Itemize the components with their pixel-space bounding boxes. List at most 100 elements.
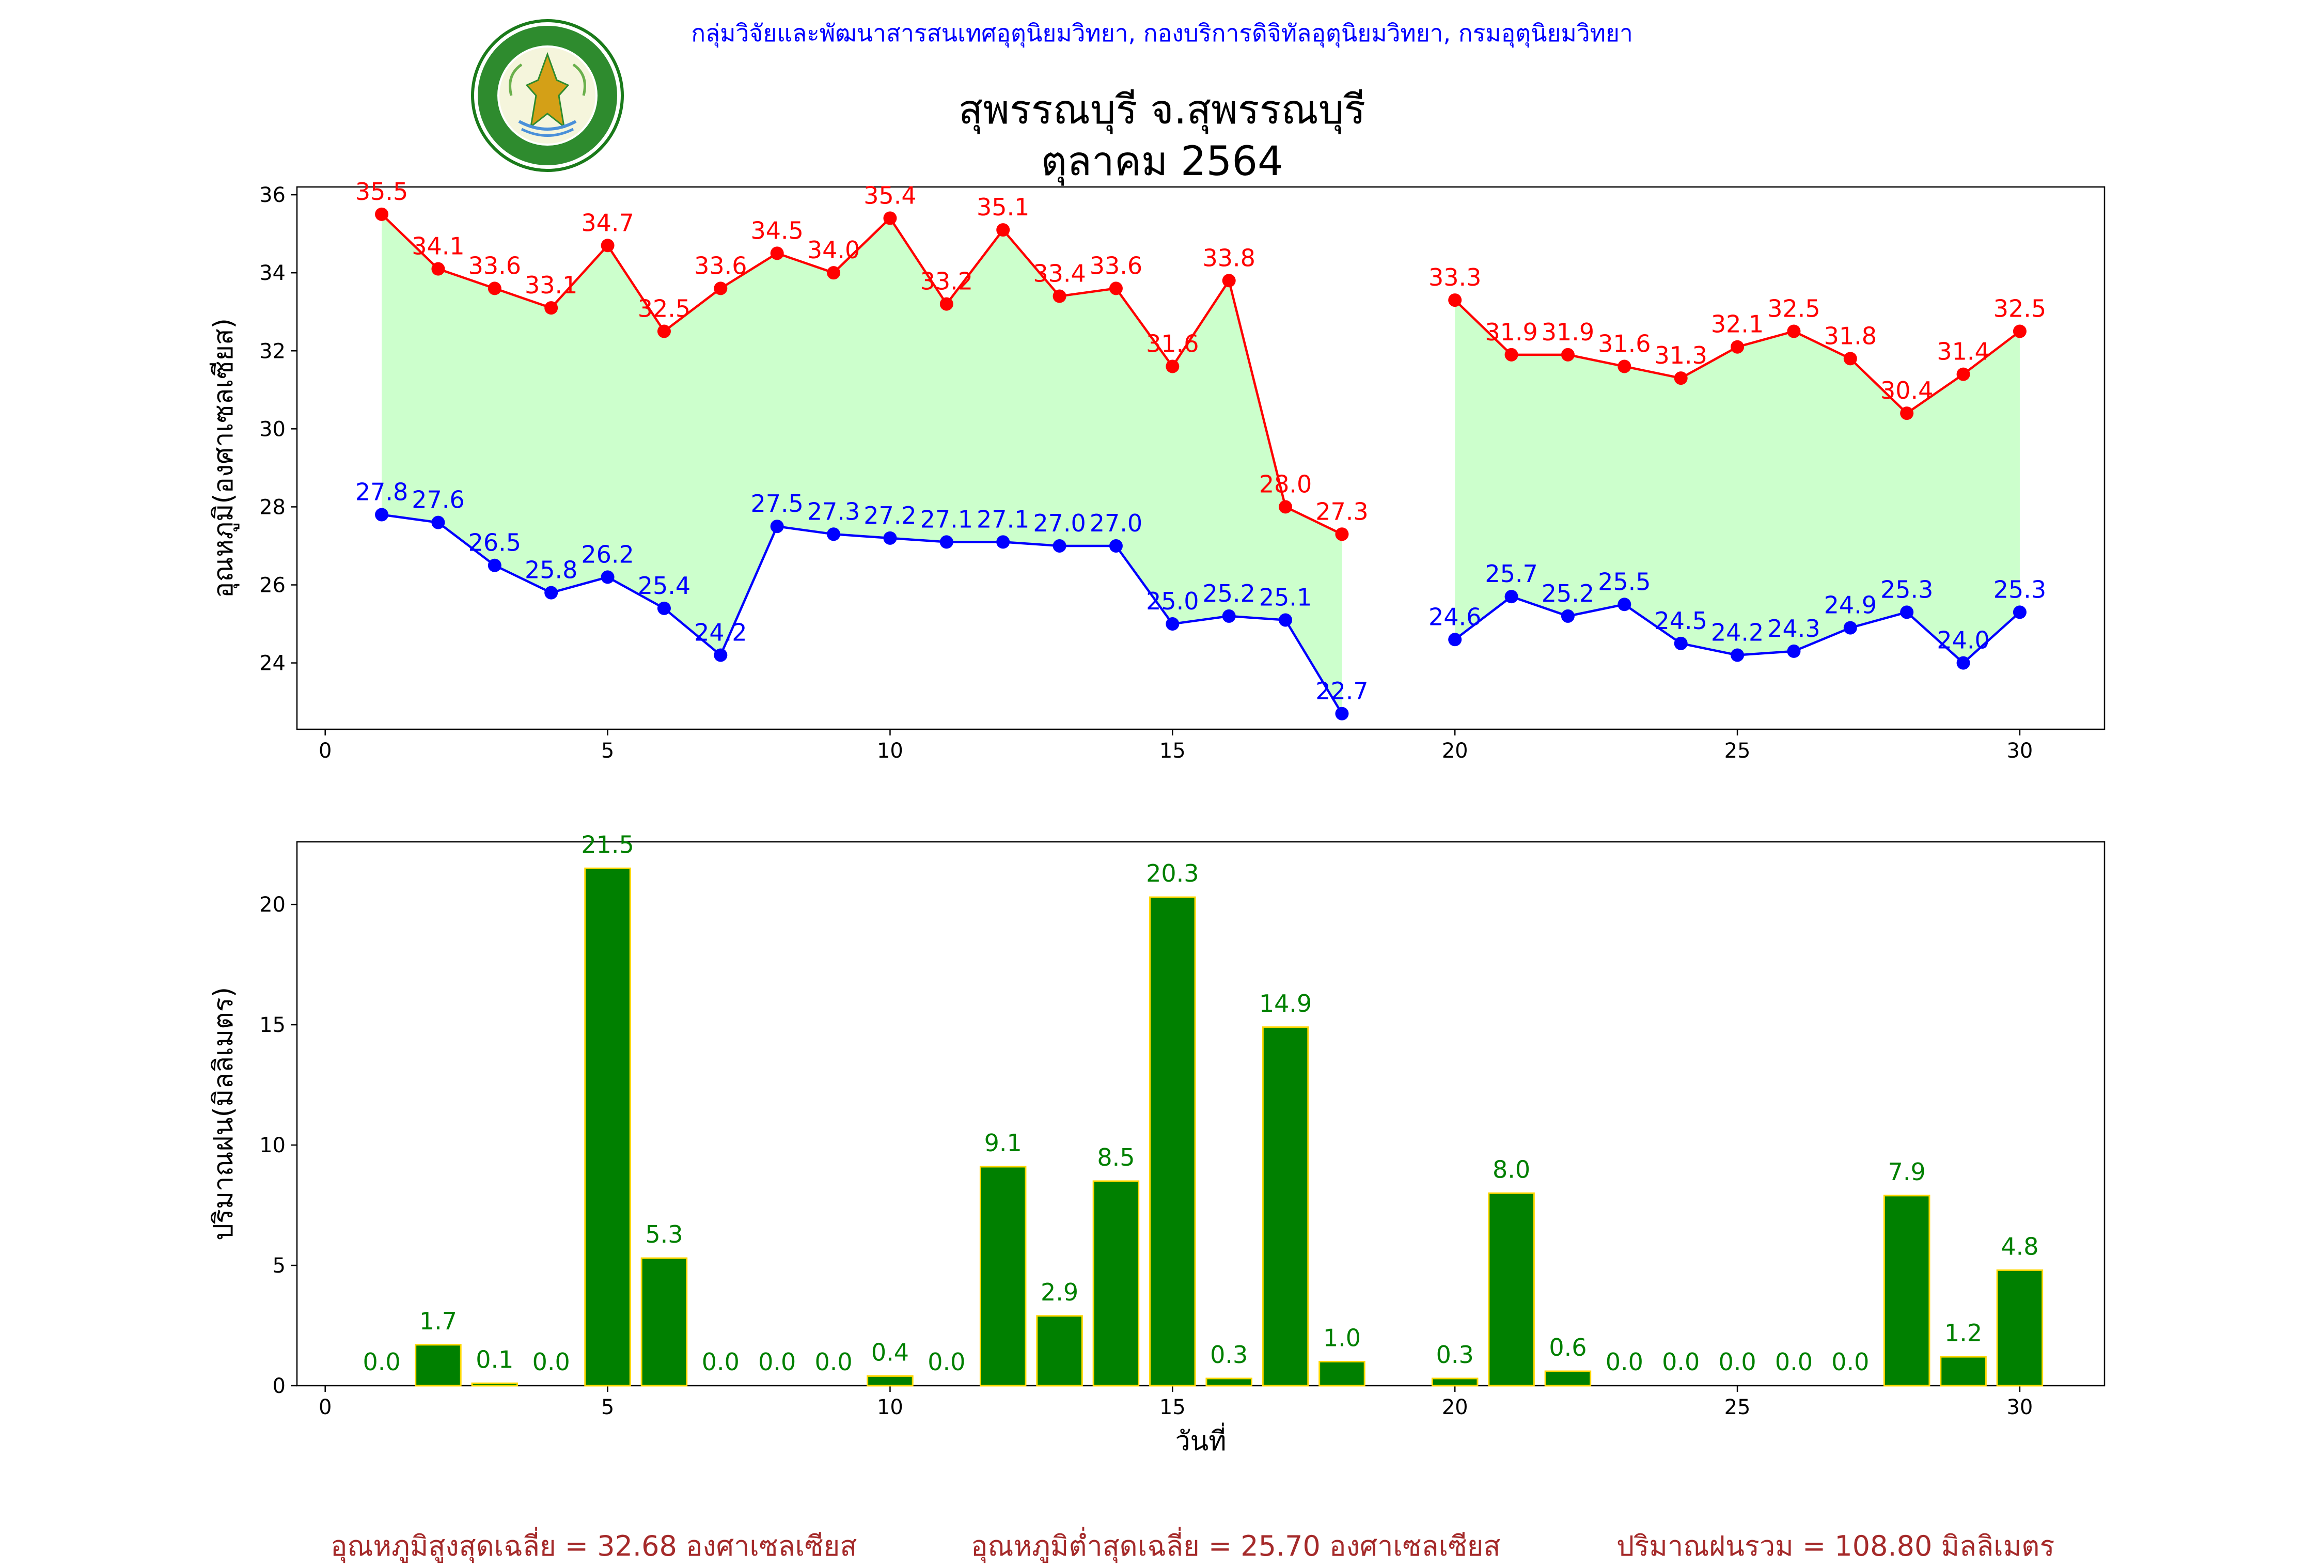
max-temperature-label: 31.6 [1146, 330, 1199, 357]
rainfall-label: 0.0 [532, 1348, 570, 1376]
y-tick-label: 30 [259, 417, 286, 441]
min-temperature-point [1787, 644, 1801, 658]
rainfall-label: 0.4 [871, 1338, 909, 1366]
max-temperature-label: 28.0 [1259, 470, 1312, 498]
organization-text: กลุ่มวิจัยและพัฒนาสารสนเทศอุตุนิยมวิทยา,… [691, 19, 1633, 47]
rainfall-label: 0.3 [1436, 1341, 1474, 1369]
min-temperature-point [1956, 656, 1970, 670]
min-temperature-point [1843, 621, 1857, 635]
max-temperature-point [1787, 324, 1801, 338]
x-tick-label: 5 [601, 739, 614, 763]
min-temperature-point [2013, 605, 2027, 619]
rainfall-label: 0.0 [1662, 1348, 1700, 1376]
month-title: ตุลาคม 2564 [1041, 138, 1283, 185]
min-temperature-label: 27.1 [977, 505, 1029, 533]
min-temperature-label: 25.5 [1598, 568, 1651, 595]
min-temperature-point [1900, 605, 1914, 619]
min-temperature-label: 24.2 [1711, 618, 1764, 646]
max-temperature-label: 33.1 [525, 271, 577, 299]
max-temperature-label: 32.1 [1711, 310, 1764, 338]
max-temperature-point [1166, 359, 1180, 373]
max-temperature-point [1900, 406, 1914, 420]
min-temperature-label: 26.5 [468, 529, 521, 557]
min-temperature-label: 24.0 [1937, 626, 1989, 654]
y-tick-label: 0 [273, 1374, 286, 1398]
min-temperature-point [544, 586, 558, 600]
rainfall-bar [415, 1344, 462, 1387]
min-temperature-point [770, 520, 784, 534]
rainfall-label: 4.8 [2001, 1232, 2038, 1260]
max-temperature-point [770, 246, 784, 260]
max-temperature-label: 30.4 [1880, 377, 1933, 404]
min-temperature-label: 27.8 [355, 478, 408, 506]
min-temperature-line [381, 513, 1343, 714]
x-tick-label: 30 [2006, 1395, 2033, 1419]
rainfall-bar [471, 1382, 519, 1387]
y-tick-label: 36 [259, 183, 286, 207]
max-temperature-label: 35.5 [355, 178, 408, 206]
x-tick-label: 0 [319, 739, 332, 763]
rainfall-bar [640, 1257, 688, 1387]
min-temperature-point [827, 527, 841, 541]
max-temperature-label: 33.4 [1033, 260, 1086, 288]
rainfall-label: 0.0 [928, 1348, 965, 1376]
min-temperature-label: 25.2 [1542, 579, 1594, 607]
min-temperature-point [431, 515, 445, 529]
meteorological-department-logo [471, 19, 624, 172]
min-temperature-point [714, 648, 728, 662]
rainfall-label: 8.0 [1493, 1155, 1530, 1183]
max-temperature-point [1222, 274, 1236, 288]
max-temperature-point [2013, 324, 2027, 338]
max-temperature-label: 35.1 [977, 193, 1029, 221]
rainfall-label: 0.0 [758, 1348, 796, 1376]
max-temperature-point [883, 211, 897, 225]
max-temperature-label: 33.6 [1090, 252, 1142, 279]
max-temperature-point [1956, 367, 1970, 381]
rainfall-bar [1431, 1377, 1479, 1387]
rainfall-label: 0.0 [1775, 1348, 1813, 1376]
min-temperature-point [883, 531, 897, 545]
min-temperature-label: 26.2 [581, 540, 634, 568]
min-temperature-label: 27.2 [863, 501, 916, 529]
x-tick-label: 10 [877, 739, 903, 763]
max-temperature-point [657, 324, 671, 338]
rainfall-label: 0.6 [1549, 1334, 1587, 1361]
max-temperature-label: 35.4 [863, 181, 916, 209]
rainfall-bar [1488, 1192, 1535, 1387]
min-temperature-point [1335, 707, 1349, 720]
min-temperature-label: 27.5 [750, 490, 803, 518]
y-tick-label: 28 [259, 495, 286, 519]
rainfall-bar [867, 1375, 914, 1387]
max-temperature-point [488, 281, 501, 295]
max-temperature-label: 32.5 [1993, 294, 2046, 322]
max-temperature-label: 31.4 [1937, 338, 1989, 366]
min-temperature-point [996, 535, 1010, 549]
min-temperature-label: 25.7 [1485, 560, 1537, 588]
min-temperature-label: 25.2 [1202, 579, 1255, 607]
max-temperature-point [1674, 371, 1688, 385]
max-temperature-label: 33.8 [1202, 244, 1255, 272]
x-tick-label: 0 [319, 1395, 332, 1419]
min-temperature-label: 24.2 [694, 618, 747, 646]
y-tick-label: 24 [259, 652, 286, 676]
min-temperature-label: 25.0 [1146, 587, 1199, 615]
max-temperature-point [375, 207, 389, 221]
rainfall-label: 0.0 [1831, 1348, 1869, 1376]
rainfall-label: 21.5 [581, 830, 634, 858]
x-tick-label: 10 [877, 1395, 903, 1419]
min-temperature-label: 27.0 [1090, 509, 1142, 537]
min-temperature-point [1053, 539, 1066, 553]
x-tick-label: 20 [1442, 1395, 1468, 1419]
x-tick-label: 15 [1159, 1395, 1186, 1419]
max-temperature-point [1843, 352, 1857, 366]
max-temperature-label: 34.5 [750, 216, 803, 244]
y-tick-label: 15 [259, 1013, 286, 1037]
min-temperature-point [1222, 609, 1236, 623]
rainfall-bar [1036, 1315, 1083, 1387]
max-temperature-point [1053, 289, 1066, 303]
max-temperature-point [714, 281, 728, 295]
x-axis-title: วันที่ [1175, 1422, 1226, 1457]
max-temperature-point [431, 262, 445, 276]
rainfall-bar [979, 1166, 1027, 1387]
